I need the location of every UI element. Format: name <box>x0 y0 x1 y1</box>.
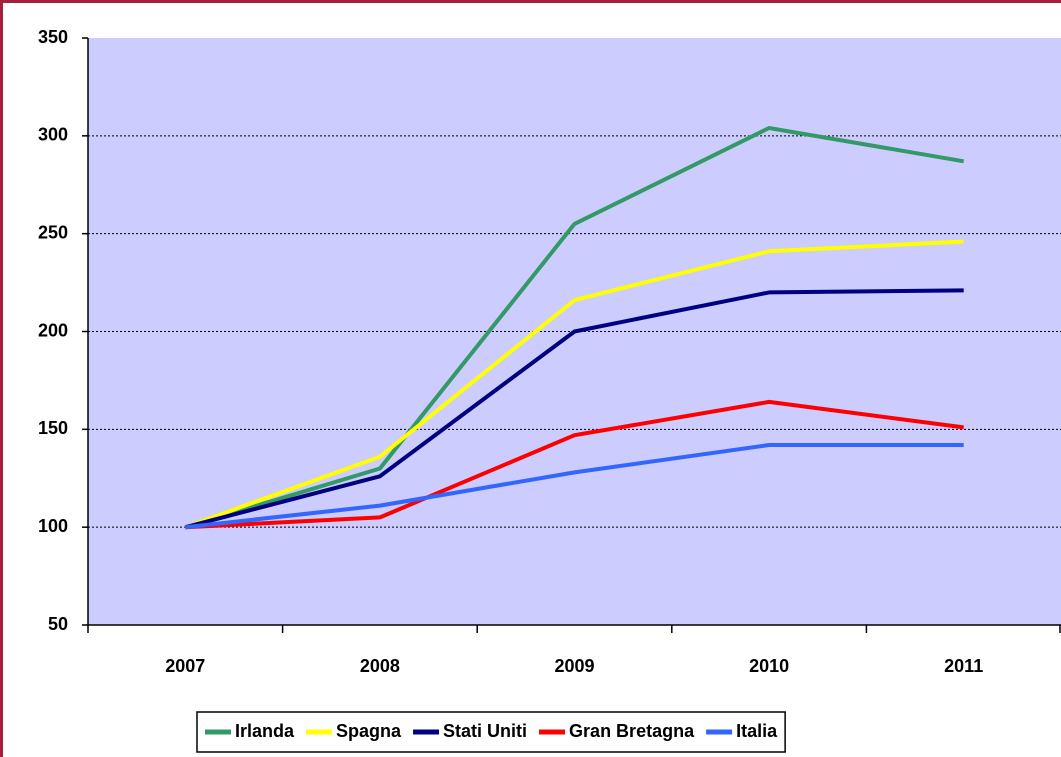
y-tick-label: 350 <box>38 27 68 47</box>
legend-label: Spagna <box>336 721 402 741</box>
series-line <box>184 126 965 530</box>
x-tick-label: 2008 <box>360 656 400 676</box>
series-line <box>184 288 964 530</box>
x-tick-label: 2007 <box>165 656 205 676</box>
series-line <box>185 443 964 530</box>
x-tick-label: 2011 <box>944 656 983 676</box>
y-tick-label: 100 <box>38 516 68 536</box>
y-tick-label: 300 <box>38 125 68 145</box>
y-tick-label: 150 <box>38 418 68 438</box>
y-tick-label: 250 <box>38 222 68 242</box>
x-tick-label: 2010 <box>749 656 789 676</box>
legend-label: Gran Bretagna <box>569 721 695 741</box>
legend-label: Italia <box>736 721 778 741</box>
y-tick-label: 50 <box>48 614 68 634</box>
series-line <box>185 399 964 530</box>
legend <box>196 711 786 753</box>
x-tick-label: 2009 <box>554 656 594 676</box>
legend-label: Stati Uniti <box>443 721 527 741</box>
y-tick-label: 200 <box>38 320 68 340</box>
legend-label: Irlanda <box>235 721 295 741</box>
series-line <box>184 239 964 530</box>
